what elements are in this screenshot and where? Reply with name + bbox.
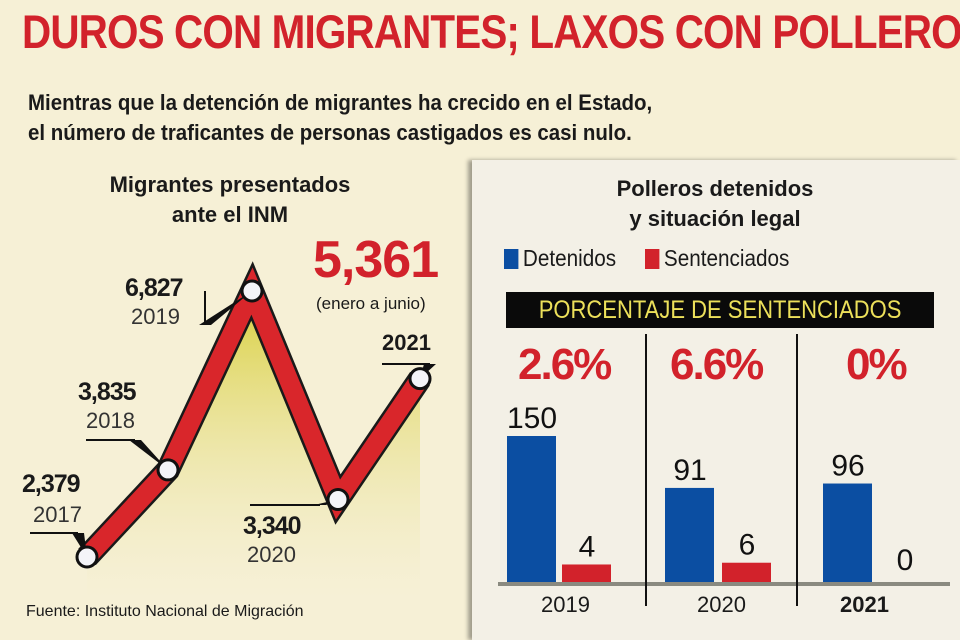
value-label-2019: 6,827 bbox=[125, 274, 184, 302]
year-label-2020: 2020 bbox=[247, 542, 296, 567]
legend-label: Detenidos bbox=[522, 245, 617, 271]
data-point-2019 bbox=[240, 279, 264, 303]
percentage-band-label: PORCENTAJE DE SENTENCIADOS bbox=[538, 296, 902, 324]
year-label-2019: 2019 bbox=[131, 304, 180, 329]
year-label-2021: 2021 bbox=[382, 330, 431, 355]
bar-chart-title-1: Polleros detenidos bbox=[616, 176, 814, 201]
pct-2019: 2.6% bbox=[518, 340, 612, 389]
line-area-fill bbox=[87, 291, 420, 600]
bar-sentenciados-2020 bbox=[722, 562, 771, 582]
bar-value-detenidos-2019: 150 bbox=[507, 402, 557, 435]
pct-2021: 0% bbox=[846, 340, 908, 389]
percentage-band: PORCENTAJE DE SENTENCIADOS bbox=[506, 292, 934, 328]
line-chart-title-2: ante el INM bbox=[171, 202, 289, 227]
value-label-2021: 5,361 bbox=[313, 231, 439, 289]
period-note: (enero a junio) bbox=[316, 294, 426, 313]
legend-swatch-red bbox=[645, 248, 660, 269]
label-pointer-2019 bbox=[199, 291, 252, 325]
legend-detenidos: Detenidos bbox=[504, 245, 616, 272]
subtitle-line-2: el número de traficantes de personas cas… bbox=[28, 120, 632, 145]
label-pointer-2018 bbox=[129, 440, 168, 470]
line-chart-title-1: Migrantes presentados bbox=[109, 172, 351, 197]
data-point-2018 bbox=[156, 458, 180, 482]
x-label-2019: 2019 bbox=[541, 592, 590, 617]
value-label-2018: 3,835 bbox=[78, 378, 137, 406]
source-text: Instituto Nacional de Migración bbox=[84, 603, 304, 620]
bar-value-detenidos-2021: 96 bbox=[831, 450, 864, 483]
source-label: Fuente: bbox=[26, 603, 81, 620]
bar-chart-title-2: y situación legal bbox=[629, 206, 801, 231]
bar-value-sentenciados-2020: 6 bbox=[739, 529, 756, 562]
legend-sentenciados: Sentenciados bbox=[645, 245, 789, 272]
bar-value-sentenciados-2019: 4 bbox=[579, 530, 596, 563]
bar-detenidos-2020 bbox=[665, 487, 714, 582]
bar-detenidos-2019 bbox=[507, 436, 556, 582]
value-label-2020: 3,340 bbox=[243, 512, 302, 540]
bar-value-sentenciados-2021: 0 bbox=[897, 544, 914, 577]
year-label-2017: 2017 bbox=[33, 502, 82, 527]
subtitle-line-1: Mientras que la detención de migrantes h… bbox=[28, 90, 653, 115]
x-label-2021: 2021 bbox=[840, 592, 889, 617]
value-label-2017: 2,379 bbox=[22, 470, 81, 498]
legend-label: Sentenciados bbox=[663, 245, 790, 271]
bar-baseline bbox=[498, 582, 950, 586]
pct-2020: 6.6% bbox=[670, 340, 764, 389]
headline: DUROS CON MIGRANTES; LAXOS CON POLLEROS bbox=[22, 5, 960, 58]
label-pointer-2020 bbox=[314, 499, 338, 505]
bar-sentenciados-2019 bbox=[562, 564, 611, 582]
data-point-2020 bbox=[326, 488, 350, 512]
x-label-2020: 2020 bbox=[697, 592, 746, 617]
year-label-2018: 2018 bbox=[86, 408, 135, 433]
source-line: Fuente: Instituto Nacional de Migración bbox=[26, 603, 304, 621]
bar-value-detenidos-2020: 91 bbox=[673, 454, 706, 487]
data-point-2017 bbox=[75, 545, 99, 569]
data-point-2021 bbox=[408, 367, 432, 391]
bar-detenidos-2021 bbox=[823, 483, 872, 582]
legend-swatch-blue bbox=[504, 248, 519, 269]
